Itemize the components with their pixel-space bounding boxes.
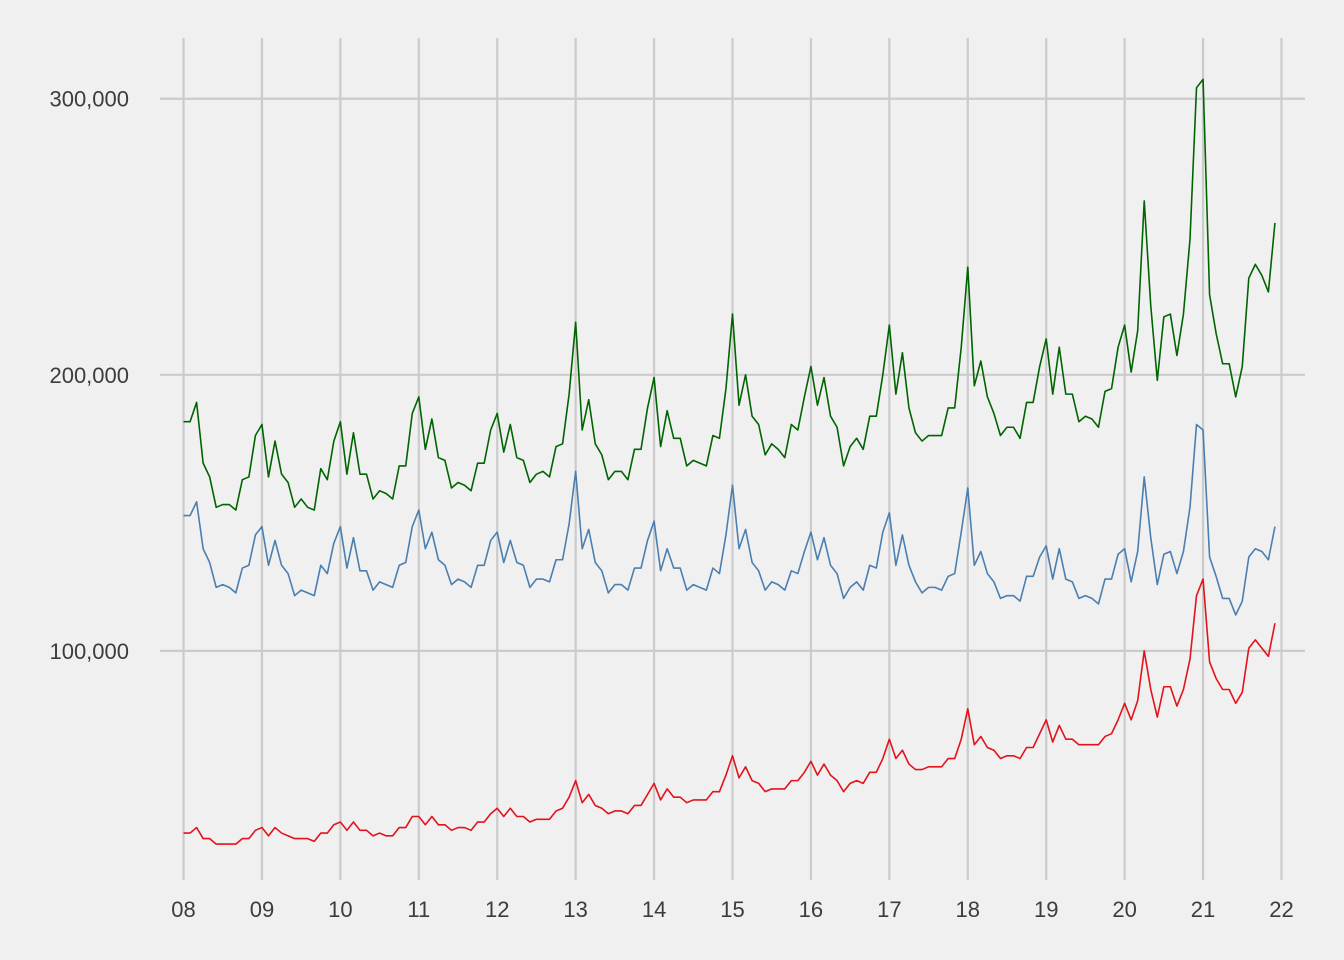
x-tick-label: 10 [328,897,352,922]
x-tick-label: 18 [956,897,980,922]
x-tick-label: 15 [720,897,744,922]
x-tick-label: 16 [799,897,823,922]
grid-lines [160,38,1305,880]
x-tick-label: 22 [1269,897,1293,922]
series-line-1 [183,78,1276,511]
y-axis-tick-labels: 100,000 200,000 300,000 [49,87,129,664]
x-tick-label: 11 [407,897,430,922]
y-tick-label: 200,000 [49,363,129,388]
series-line-2 [183,423,1276,616]
y-tick-label: 100,000 [49,639,129,664]
x-axis-tick-labels: 08 09 10 11 12 13 14 15 16 17 18 19 20 21 22 [171,897,1293,922]
x-tick-label: 17 [877,897,901,922]
x-tick-label: 13 [563,897,587,922]
x-tick-label: 14 [642,897,666,922]
y-tick-label: 300,000 [49,87,129,112]
x-tick-label: 21 [1191,897,1215,922]
x-tick-label: 20 [1112,897,1136,922]
x-tick-label: 12 [485,897,509,922]
x-tick-label: 19 [1034,897,1058,922]
x-tick-label: 08 [171,897,195,922]
x-tick-label: 09 [250,897,274,922]
series-line-3 [183,578,1276,845]
series-lines [183,78,1276,845]
